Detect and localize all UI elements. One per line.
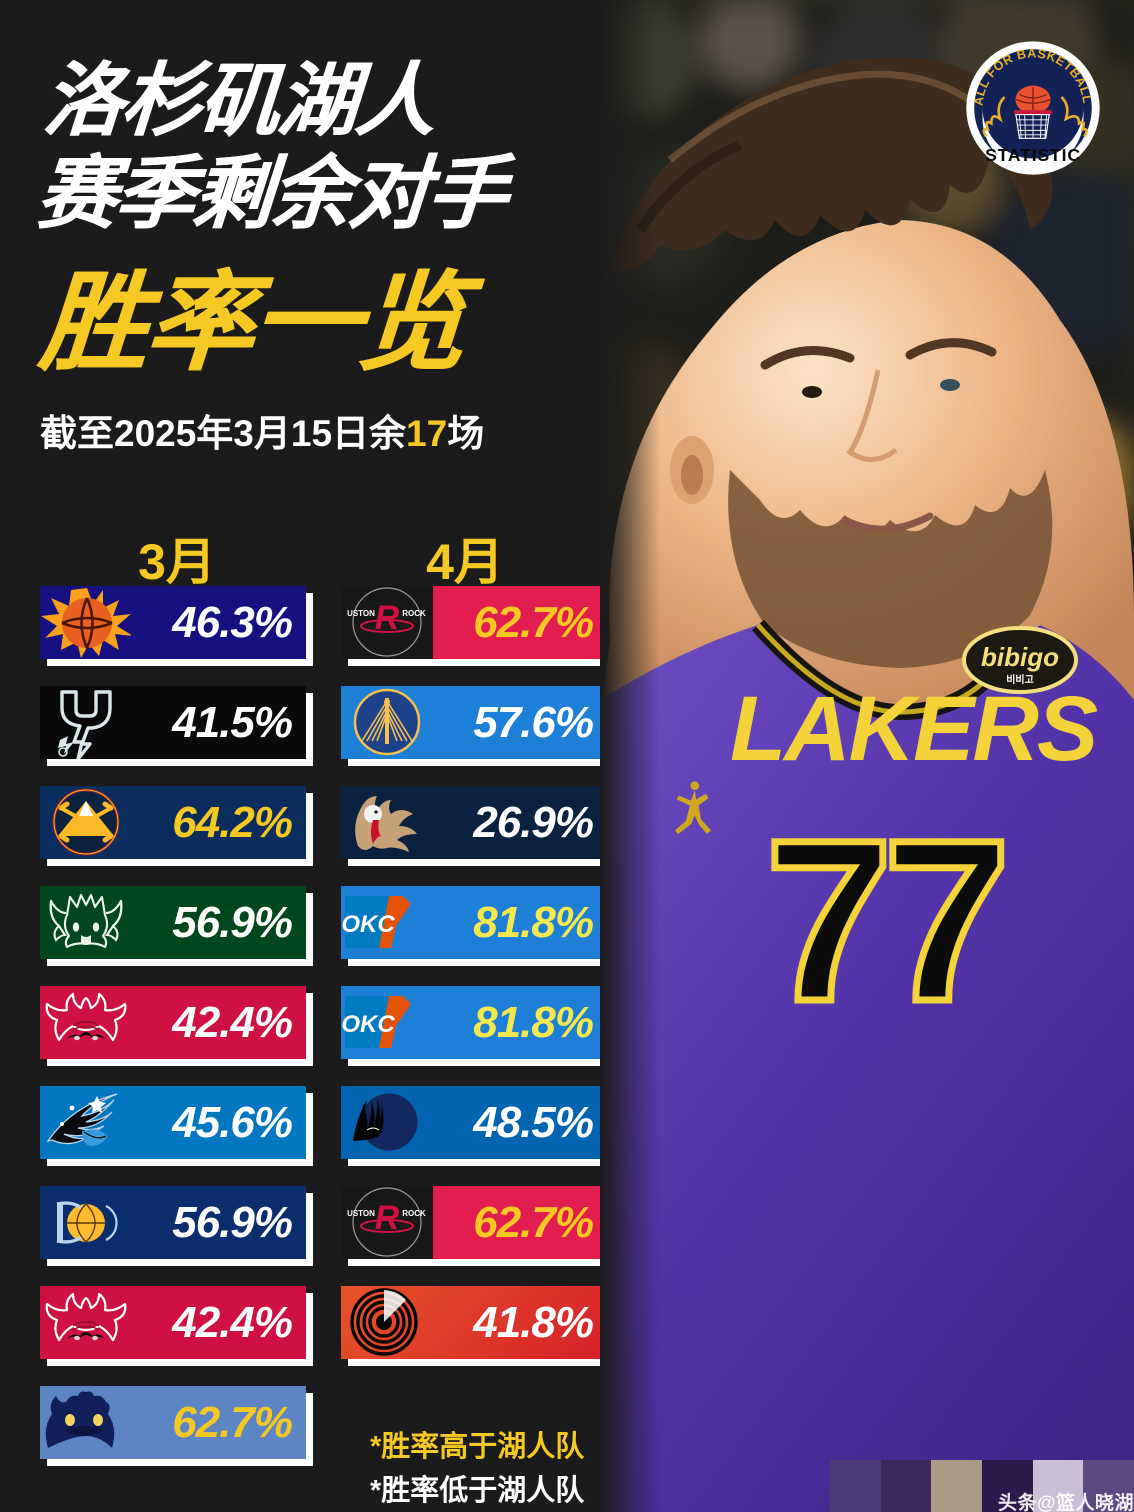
svg-text:bibigo: bibigo: [981, 642, 1059, 672]
svg-text:USTON: USTON: [347, 1209, 375, 1218]
svg-text:STATISTIC: STATISTIC: [985, 145, 1081, 165]
svg-text:ROCK: ROCK: [402, 1209, 426, 1218]
svg-text:OKC: OKC: [341, 1011, 395, 1038]
svg-text:USTON: USTON: [347, 609, 375, 618]
svg-text:LAKERS: LAKERS: [730, 678, 1098, 780]
svg-text:OKC: OKC: [341, 911, 395, 938]
svg-text:77: 77: [765, 792, 1001, 1049]
svg-text:비비고: 비비고: [1006, 673, 1034, 686]
svg-text:ROCK: ROCK: [402, 609, 426, 618]
